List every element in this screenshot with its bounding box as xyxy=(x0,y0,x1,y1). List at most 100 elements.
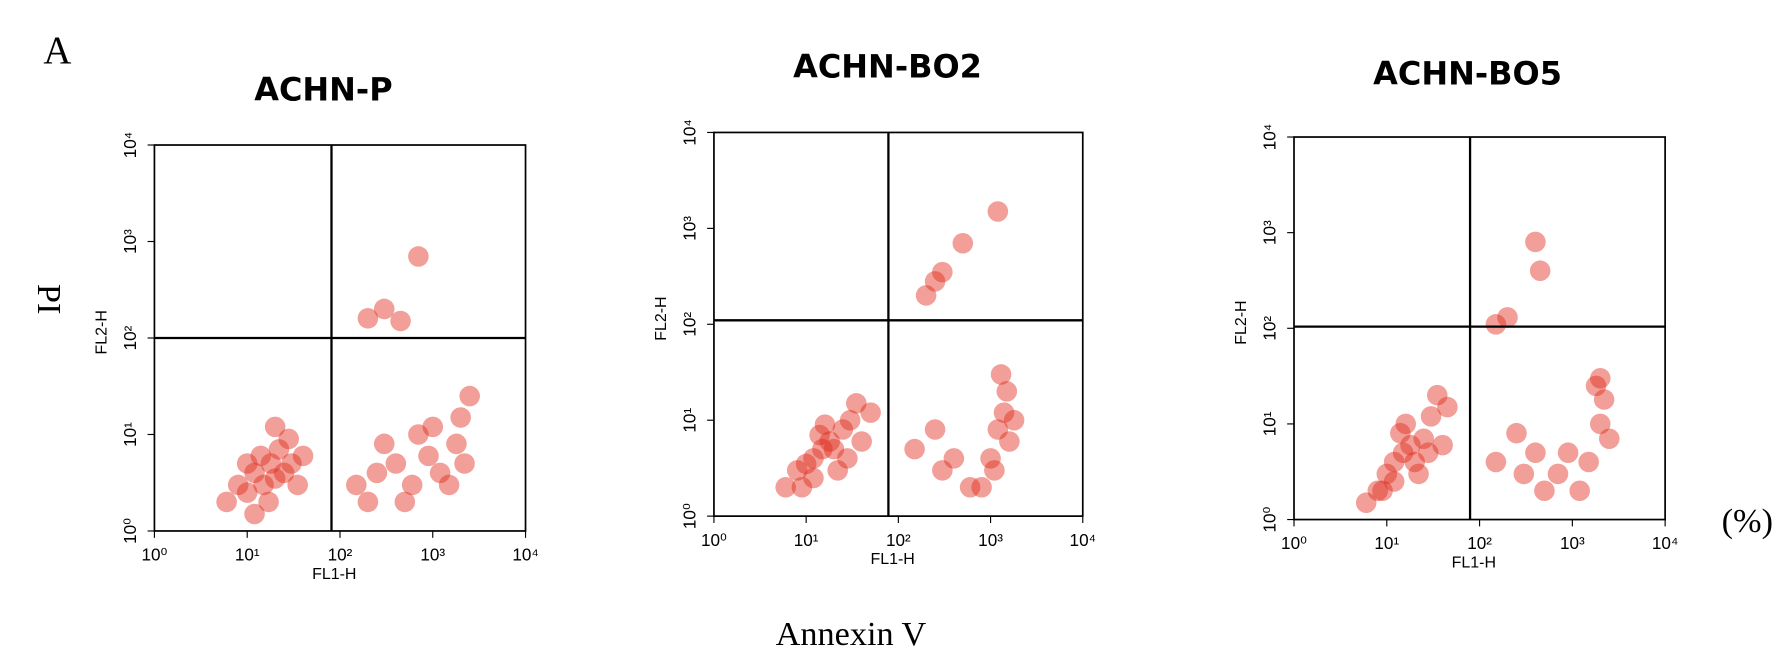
point xyxy=(408,246,429,267)
point xyxy=(1426,384,1448,406)
x-axis-label: FL1-H xyxy=(312,566,356,583)
point xyxy=(1404,451,1425,473)
point xyxy=(422,416,444,438)
point xyxy=(996,381,1018,402)
point xyxy=(809,424,830,446)
point xyxy=(819,431,840,452)
points xyxy=(1355,231,1620,513)
x-tick-label: 10⁰ xyxy=(701,531,727,550)
y-axis-label: FL2-H xyxy=(653,296,670,340)
point xyxy=(236,453,258,474)
points xyxy=(216,246,480,525)
y-tick-label: 10¹ xyxy=(681,408,700,433)
x-tick-label: 10¹ xyxy=(1374,534,1399,553)
point xyxy=(1598,428,1620,450)
y-tick-label: 10⁰ xyxy=(681,503,700,529)
y-axis-title: PI xyxy=(30,284,68,314)
chart-title: ACHN-BO5 xyxy=(1373,54,1562,92)
point xyxy=(1390,422,1411,444)
y-tick-label: 10³ xyxy=(681,216,700,241)
point xyxy=(1437,396,1458,418)
plot-frame xyxy=(713,131,1084,517)
point xyxy=(943,448,965,469)
points xyxy=(775,201,1025,498)
point xyxy=(791,476,813,498)
point xyxy=(292,445,314,467)
point xyxy=(851,431,872,452)
x-tick-label: 10¹ xyxy=(794,531,819,550)
y-tick-label: 10³ xyxy=(1261,220,1280,245)
x-axis-label: FL1-H xyxy=(1452,555,1496,572)
point xyxy=(390,310,411,332)
point xyxy=(1485,451,1507,473)
point xyxy=(1395,413,1417,435)
point xyxy=(1547,463,1569,485)
x-axis-label: FL1-H xyxy=(870,551,914,568)
point xyxy=(993,402,1015,423)
point xyxy=(984,460,1005,481)
plot-frame xyxy=(1293,136,1666,521)
point xyxy=(281,453,302,474)
y-tick-label: 10⁰ xyxy=(121,518,140,544)
point xyxy=(1578,451,1599,473)
point xyxy=(915,285,937,306)
point xyxy=(987,201,1009,222)
x-tick-label: 10⁰ xyxy=(141,546,167,565)
x-tick-label: 10² xyxy=(328,546,353,565)
point xyxy=(429,462,451,484)
point xyxy=(260,453,282,474)
point xyxy=(408,424,429,445)
point xyxy=(1569,480,1590,502)
point xyxy=(1408,463,1429,485)
point xyxy=(244,462,265,484)
point xyxy=(823,438,845,460)
point xyxy=(1534,480,1555,502)
point xyxy=(450,407,471,428)
point xyxy=(1392,442,1414,463)
point xyxy=(832,419,854,440)
point xyxy=(454,453,475,474)
point xyxy=(803,467,824,489)
point xyxy=(812,438,833,460)
point xyxy=(932,460,953,481)
point xyxy=(1376,463,1398,485)
point xyxy=(446,433,467,455)
point xyxy=(795,453,817,475)
point xyxy=(366,462,388,484)
point xyxy=(385,453,407,474)
x-tick-label: 10³ xyxy=(978,531,1003,550)
point xyxy=(971,476,992,498)
point xyxy=(775,476,796,498)
point xyxy=(1417,442,1439,463)
point xyxy=(346,474,367,496)
point xyxy=(1513,463,1535,485)
point xyxy=(401,474,423,496)
point xyxy=(860,402,881,423)
point xyxy=(1383,451,1405,473)
point xyxy=(373,298,395,320)
x-tick-label: 10⁴ xyxy=(512,546,538,565)
point xyxy=(904,438,925,460)
x-tick-label: 10² xyxy=(1467,534,1492,553)
point xyxy=(1593,389,1615,410)
point xyxy=(264,468,286,489)
point xyxy=(839,409,861,431)
panel-label: A xyxy=(43,29,71,72)
point xyxy=(803,448,824,469)
point xyxy=(250,445,272,467)
point xyxy=(244,503,265,525)
point xyxy=(253,474,274,496)
point xyxy=(1420,406,1442,427)
point xyxy=(932,261,953,283)
point xyxy=(924,271,946,292)
point xyxy=(1557,442,1579,463)
point xyxy=(373,433,395,455)
y-tick-label: 10² xyxy=(121,325,140,350)
point xyxy=(216,491,237,513)
point xyxy=(227,474,249,496)
point xyxy=(459,385,480,407)
point xyxy=(1589,413,1611,435)
point xyxy=(418,445,439,467)
unit-label: (%) xyxy=(1722,502,1773,540)
